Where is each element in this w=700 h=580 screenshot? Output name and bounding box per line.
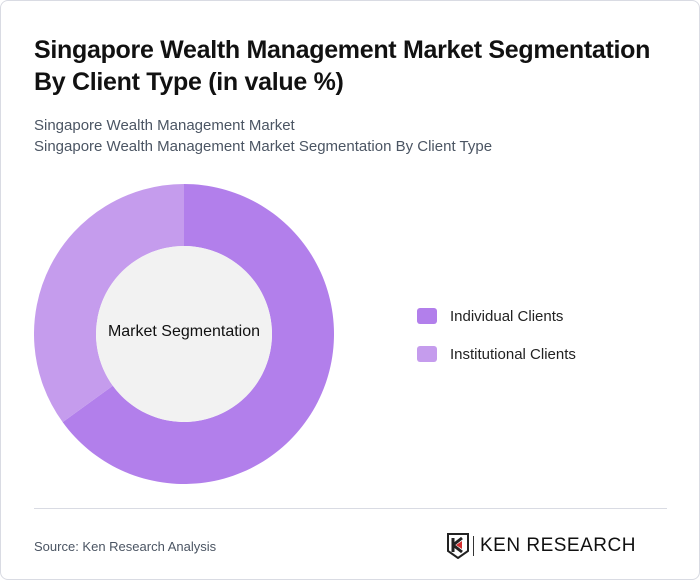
legend-swatch-institutional	[417, 346, 437, 362]
legend-label: Individual Clients	[450, 307, 564, 325]
legend: Individual Clients Institutional Clients	[417, 306, 576, 382]
chart-title: Singapore Wealth Management Market Segme…	[34, 36, 651, 96]
legend-item-individual[interactable]: Individual Clients	[417, 306, 576, 326]
donut-hole	[96, 246, 272, 422]
source-text: Source: Ken Research Analysis	[34, 539, 217, 554]
logo-text: KEN RESEARCH	[480, 535, 636, 556]
legend-swatch-individual	[417, 308, 437, 324]
ken-shield-icon	[447, 533, 469, 559]
donut-chart	[34, 184, 334, 484]
donut-slice-individual-clients[interactable]	[62, 184, 334, 484]
legend-label: Institutional Clients	[450, 345, 576, 363]
legend-item-institutional[interactable]: Institutional Clients	[417, 344, 576, 364]
donut-center-label: Market Segmentation	[107, 323, 261, 340]
logo-separator	[473, 536, 474, 556]
ken-research-logo: KEN RESEARCH	[447, 533, 636, 559]
footer-divider	[34, 508, 667, 509]
chart-subtitle: Singapore Wealth Management Market Singa…	[34, 115, 492, 157]
donut-slice-institutional-clients[interactable]	[34, 184, 184, 423]
subtitle-line-2: Singapore Wealth Management Market Segme…	[34, 138, 493, 155]
subtitle-line-1: Singapore Wealth Management Market	[34, 117, 295, 134]
